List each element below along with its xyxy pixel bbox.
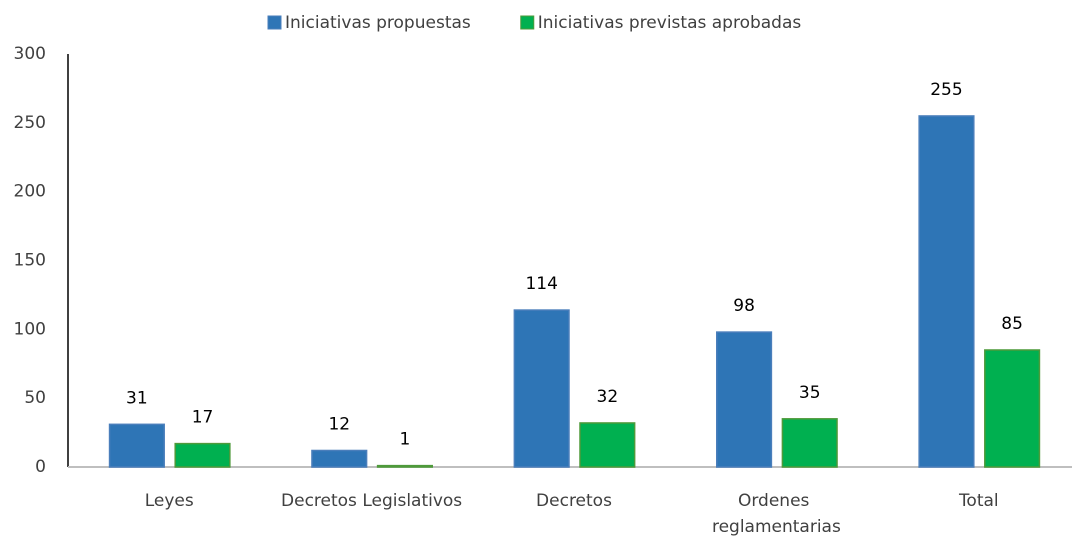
- data-label: 12: [328, 414, 350, 434]
- data-label: 31: [126, 388, 148, 408]
- y-tick-label: 250: [14, 113, 46, 133]
- x-tick-label: Decretos Legislativos: [281, 491, 462, 511]
- bar: [376, 464, 433, 468]
- bar: [579, 422, 636, 468]
- y-tick-label: 50: [24, 388, 46, 408]
- x-tick-label: Leyes: [145, 491, 194, 511]
- data-label: 1: [400, 430, 411, 450]
- data-label: 255: [930, 80, 962, 100]
- legend-label: Iniciativas previstas aprobadas: [538, 13, 802, 33]
- data-label: 17: [192, 408, 214, 428]
- data-label: 35: [799, 383, 821, 403]
- data-label: 85: [1001, 314, 1023, 334]
- data-label: 114: [525, 274, 557, 294]
- bar: [311, 449, 368, 468]
- y-tick-label: 300: [14, 44, 46, 64]
- data-label: 98: [733, 296, 755, 316]
- y-tick-label: 150: [14, 251, 46, 271]
- bar: [984, 349, 1041, 468]
- x-tick-label: Decretos: [536, 491, 612, 511]
- x-tick-label: Total: [958, 491, 999, 511]
- bar: [781, 418, 838, 468]
- y-tick-label: 0: [35, 457, 46, 477]
- legend-label: Iniciativas propuestas: [285, 13, 471, 33]
- bar: [918, 115, 975, 468]
- legend-swatch: [267, 15, 282, 30]
- y-tick-label: 200: [14, 182, 46, 202]
- bar: [513, 309, 570, 468]
- y-tick-label: 100: [14, 319, 46, 339]
- x-tick-label: Ordenes reglamentarias: [712, 491, 841, 537]
- legend-swatch: [520, 15, 535, 30]
- bar: [174, 442, 231, 468]
- data-label: 32: [597, 387, 619, 407]
- bar: [108, 423, 165, 468]
- bar: [716, 331, 773, 468]
